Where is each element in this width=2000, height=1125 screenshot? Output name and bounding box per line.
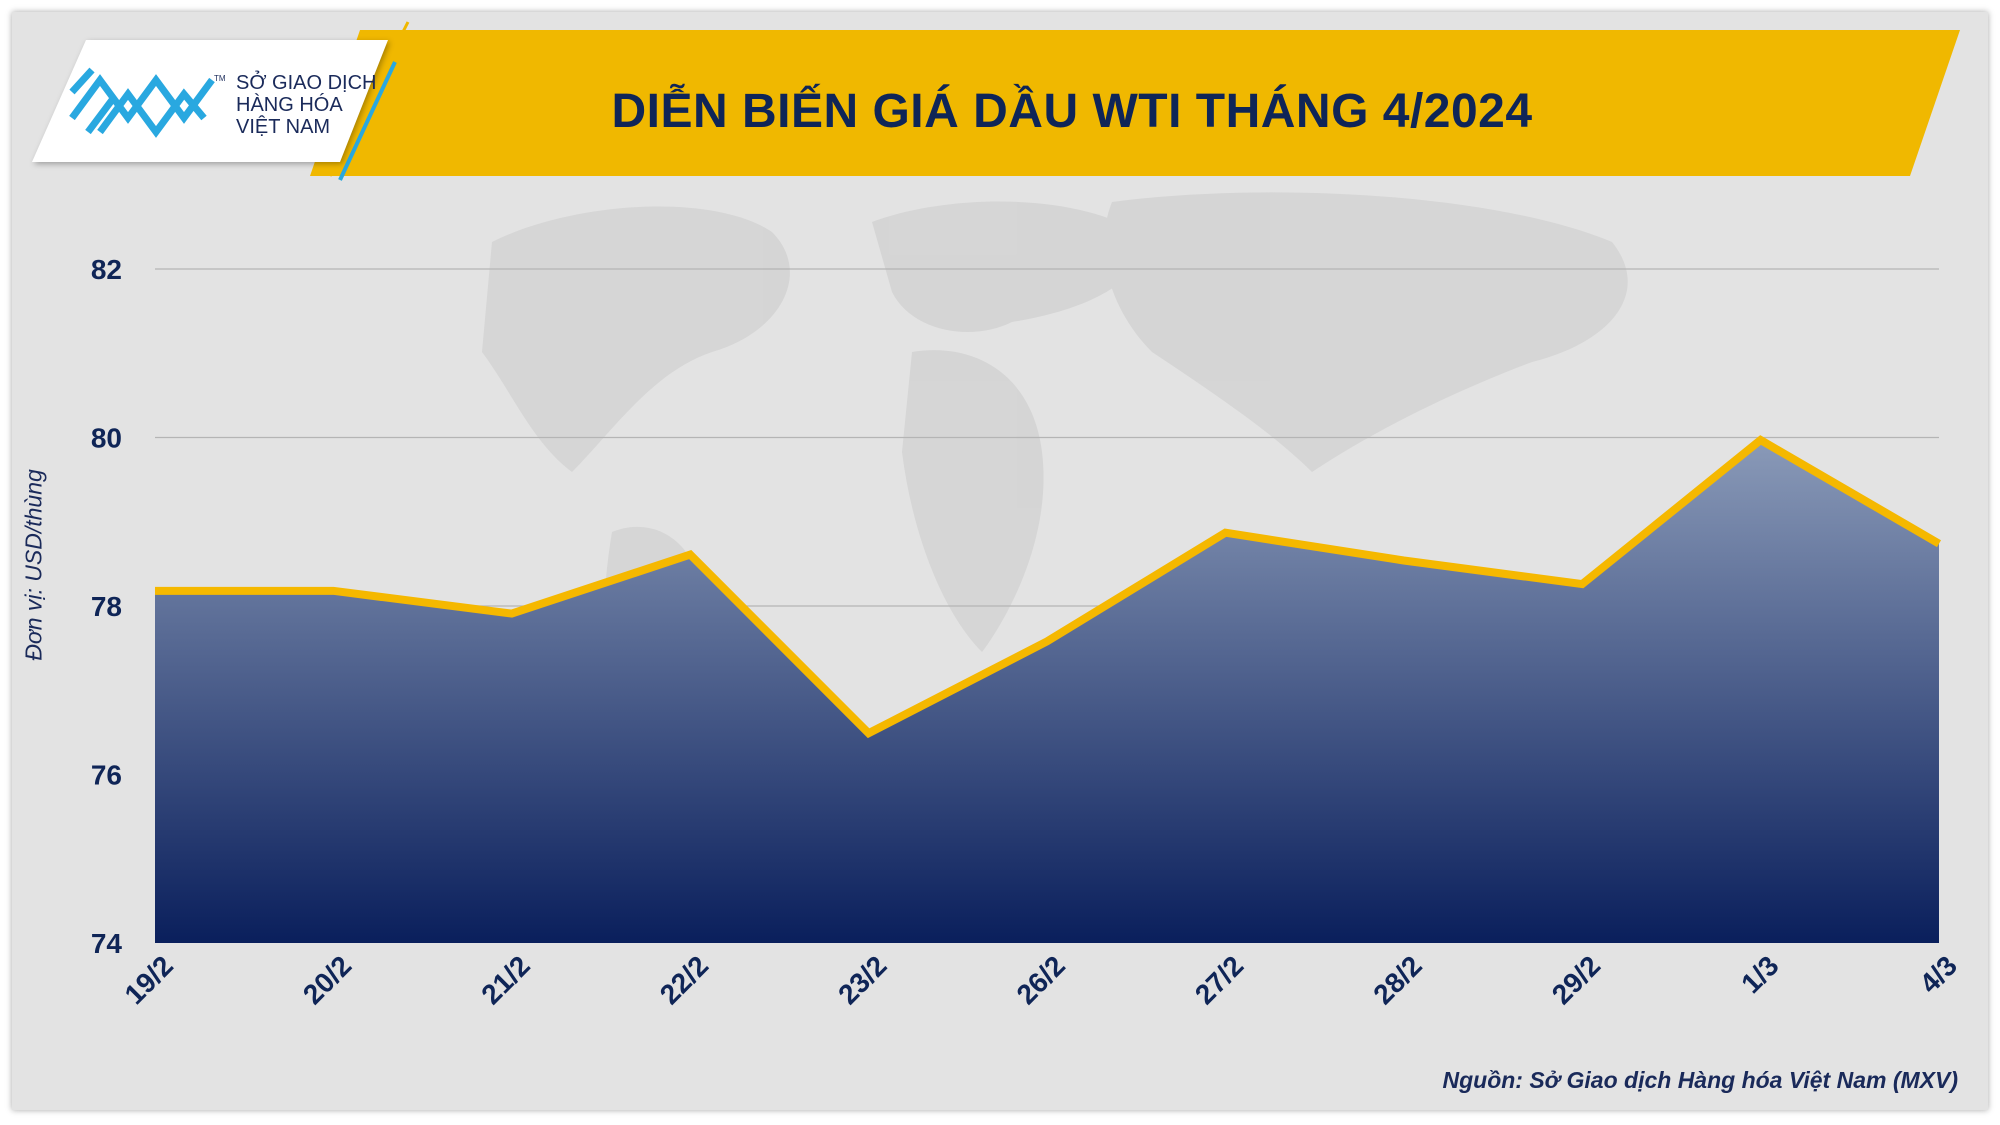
header-banner bbox=[32, 21, 1960, 181]
x-tick-4/3: 4/3 bbox=[1914, 950, 1963, 999]
y-tick-74: 74 bbox=[91, 928, 123, 959]
area-layer bbox=[154, 435, 1942, 943]
source-note: Nguồn: Sở Giao dịch Hàng hóa Việt Nam (M… bbox=[1442, 1067, 1958, 1093]
x-tick-22/2: 22/2 bbox=[654, 950, 714, 1010]
x-tick-1/3: 1/3 bbox=[1735, 950, 1784, 999]
x-tick-19/2: 19/2 bbox=[119, 950, 179, 1010]
x-tick-26/2: 26/2 bbox=[1011, 950, 1071, 1010]
x-tick-23/2: 23/2 bbox=[832, 950, 892, 1010]
y-tick-labels: 74 76 78 80 82 bbox=[91, 254, 123, 959]
y-tick-76: 76 bbox=[91, 760, 122, 791]
logo-text: SỞ GIAO DỊCH HÀNG HÓA VIỆT NAM bbox=[236, 72, 377, 138]
y-tick-78: 78 bbox=[91, 591, 122, 622]
mxv-logo-icon bbox=[69, 67, 215, 138]
logo-line-1: SỞ GIAO DỊCH bbox=[236, 72, 377, 94]
area-fill bbox=[155, 440, 1939, 943]
x-tick-28/2: 28/2 bbox=[1367, 950, 1427, 1010]
x-tick-20/2: 20/2 bbox=[297, 950, 357, 1010]
x-tick-29/2: 29/2 bbox=[1546, 950, 1606, 1010]
logo-line-2: HÀNG HÓA bbox=[236, 94, 343, 116]
y-tick-80: 80 bbox=[91, 423, 122, 454]
y-tick-82: 82 bbox=[91, 254, 122, 285]
x-tick-27/2: 27/2 bbox=[1189, 950, 1249, 1010]
logo-line-3: VIỆT NAM bbox=[236, 116, 331, 138]
chart-frame: SỞ GIAO DỊCH HÀNG HÓA VIỆT NAM TM DIỄN B… bbox=[12, 12, 1988, 1110]
x-tick-21/2: 21/2 bbox=[475, 950, 535, 1010]
x-tick-labels: 19/2 20/2 21/2 22/2 23/2 26/2 27/2 28/2 29/2 1/3 4… bbox=[119, 950, 1963, 1010]
wti-price-chart: 74 76 78 80 82 19/2 20/2 21/2 22/2 23/2 26/2 27/2 2… bbox=[91, 254, 1963, 1010]
logo-trademark: TM bbox=[214, 74, 226, 83]
y-axis-label: Đơn vị: USD/thùng bbox=[20, 469, 47, 661]
chart-title: DIỄN BIẾN GIÁ DẦU WTI THÁNG 4/2024 bbox=[611, 85, 1533, 138]
